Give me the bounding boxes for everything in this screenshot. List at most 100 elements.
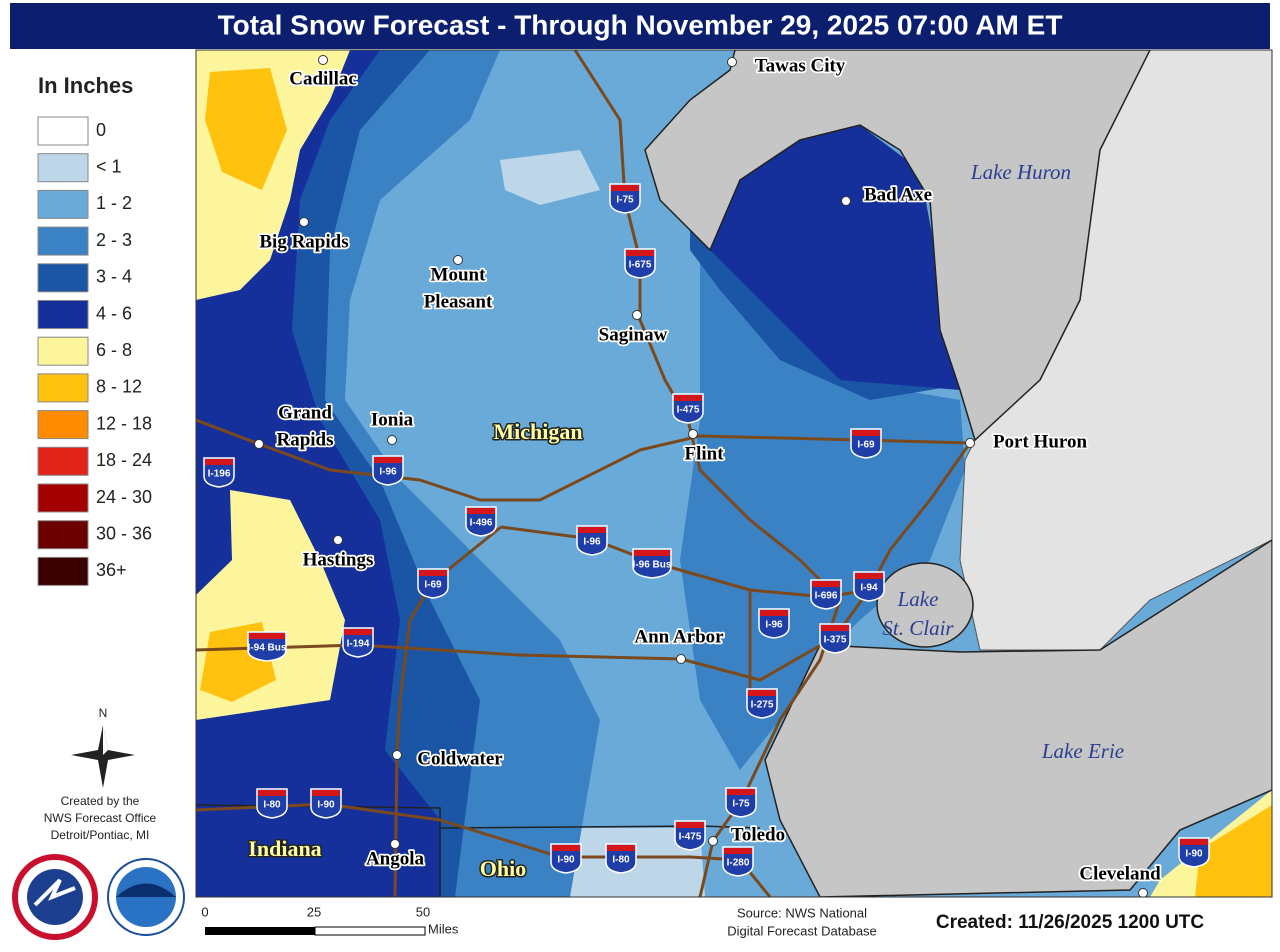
shield-top	[634, 550, 670, 556]
legend-label: 18 - 24	[96, 450, 152, 470]
shield-top	[344, 629, 372, 635]
legend-swatch	[37, 483, 89, 513]
legend-label: 3 - 4	[96, 267, 132, 287]
city-label: Rapids	[276, 429, 333, 450]
shield	[819, 623, 851, 654]
city-dot	[632, 310, 642, 320]
shield-top	[578, 527, 606, 533]
header-bar	[10, 3, 1270, 49]
shield	[605, 843, 637, 874]
source-text: Digital Forecast Database	[727, 923, 877, 938]
scale-segment	[205, 927, 315, 935]
shield-label: I-94	[860, 583, 878, 594]
city-dot	[841, 196, 851, 206]
shield	[850, 428, 882, 459]
credit-text: Detroit/Pontiac, MI	[51, 828, 150, 842]
legend-swatch	[37, 520, 89, 550]
city-label: Toledo	[731, 824, 785, 845]
city-dot	[1138, 888, 1148, 897]
legend-label: 1 - 2	[96, 193, 132, 213]
shield	[1178, 837, 1210, 868]
credit-text: Created by the	[61, 794, 140, 808]
shield-label: I-94 Bus	[248, 643, 287, 654]
scale-segment	[314, 926, 426, 936]
shield-top	[852, 430, 880, 436]
legend-swatch	[37, 263, 89, 293]
shield	[310, 788, 342, 819]
map: Cadillac Big Rapids Mount Pleasant Saginaw Ta…	[196, 50, 1272, 897]
shield-label: I-69	[857, 440, 875, 451]
shield-top	[674, 395, 702, 401]
shield	[342, 627, 374, 658]
city-dot	[688, 429, 698, 439]
city-label: Flint	[684, 443, 724, 464]
city-label: Angola	[366, 848, 425, 869]
road	[573, 50, 842, 897]
shield-label: I-96	[379, 467, 397, 478]
legend-swatch	[37, 189, 89, 219]
city-dot	[318, 55, 328, 65]
shield-label: I-90	[317, 800, 335, 811]
shield	[746, 688, 778, 719]
shield-label: I-496	[470, 518, 493, 529]
scale-tick-label: 25	[307, 904, 321, 919]
city-label: Cleveland	[1079, 863, 1161, 884]
shield	[256, 788, 288, 819]
legend-swatch	[37, 153, 89, 183]
shield	[465, 506, 497, 537]
lake-erie	[764, 539, 1272, 897]
scale-tick-label: 0	[201, 904, 208, 919]
shield-top	[724, 848, 752, 854]
shield	[674, 820, 706, 851]
lake-label: Lake	[897, 587, 939, 611]
shield-top	[855, 573, 883, 579]
legend-label: 24 - 30	[96, 487, 152, 507]
snow-zone	[205, 68, 287, 190]
city-label: Cadillac	[289, 68, 357, 89]
shield-label: I-90	[1185, 849, 1203, 860]
lake-st-clair	[876, 562, 974, 648]
state-label: Ohio	[480, 856, 526, 881]
snow-zone	[710, 125, 960, 390]
legend-swatch	[37, 336, 89, 366]
legend-swatch	[37, 300, 89, 329]
shield-top	[249, 633, 285, 639]
shield-top	[607, 845, 635, 851]
city-label: Bad Axe	[864, 184, 932, 205]
legend-label: 0	[96, 120, 106, 140]
credit-text: NWS Forecast Office	[44, 811, 157, 825]
shield-top	[419, 570, 447, 576]
shield-label: I-196	[208, 469, 231, 480]
shield-top	[552, 845, 580, 851]
shield-top	[205, 459, 233, 465]
legend-label: 6 - 8	[96, 340, 132, 360]
legend-label: < 1	[96, 156, 122, 176]
legend-label: 2 - 3	[96, 230, 132, 250]
shield-label: I-96	[583, 537, 601, 548]
source-text: Source: NWS National	[737, 905, 867, 920]
city-label: Saginaw	[599, 324, 668, 345]
shield	[609, 183, 641, 214]
shield	[853, 571, 885, 602]
shield-label: I-675	[629, 260, 652, 271]
shield-label: I-696	[815, 591, 838, 602]
noaa-logo-top	[116, 883, 176, 897]
header-title: Total Snow Forecast - Through November 2…	[218, 9, 1063, 40]
scale-tick-label: 50	[416, 904, 430, 919]
shield-label: I-75	[732, 799, 750, 810]
shield-top	[611, 185, 639, 191]
compass-rose	[71, 725, 135, 788]
city-label: Pleasant	[424, 291, 493, 312]
shield-label: I-475	[679, 832, 702, 843]
shield	[550, 843, 582, 874]
shield	[417, 568, 449, 599]
road	[196, 635, 836, 682]
shield	[576, 525, 608, 556]
shield-label: I-69	[424, 580, 442, 591]
shield-label: I-475	[677, 405, 700, 416]
city-dot	[390, 839, 400, 849]
shield	[632, 548, 672, 579]
legend-label: 30 - 36	[96, 523, 152, 543]
snow-zone	[1195, 805, 1272, 897]
